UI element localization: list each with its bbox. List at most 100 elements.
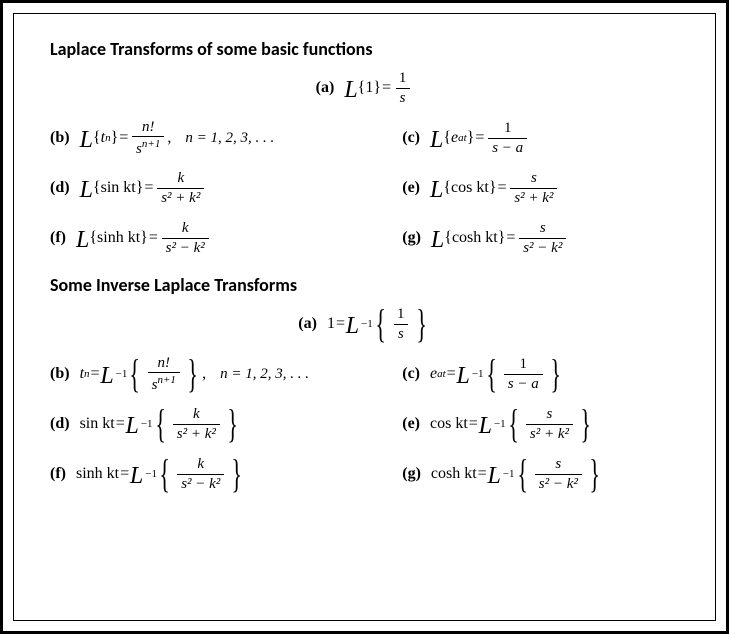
inum-f: k bbox=[193, 456, 208, 474]
eq-inverse-g: cosh kt = L−1 { ss² − k² } bbox=[431, 456, 604, 492]
frac-f: k s² − k² bbox=[162, 220, 209, 256]
eq-inverse-c: eat = L−1 { 1s − a } bbox=[430, 356, 565, 392]
result-c-exp: at bbox=[437, 368, 446, 380]
frac-e: s s² + k² bbox=[510, 170, 557, 206]
den-d: s² + k² bbox=[157, 188, 204, 207]
eq-forward-a: L {1} = 1 s bbox=[344, 70, 413, 106]
eq-inverse-a: 1 = L−1 { 1s } bbox=[327, 306, 431, 342]
arg-c-base: e bbox=[451, 129, 458, 147]
den-e: s² + k² bbox=[510, 188, 557, 207]
equals-sign: = bbox=[474, 129, 485, 147]
forward-row-de: (d) L {sin kt} = k s² + k² (e) L {cos kt… bbox=[50, 166, 679, 210]
label-e: (e) bbox=[402, 179, 420, 197]
laplace-symbol: L bbox=[431, 228, 444, 252]
label-b: (b) bbox=[50, 129, 70, 147]
frac-a: 1 s bbox=[395, 70, 411, 106]
laplace-symbol: L bbox=[430, 178, 443, 202]
label-ie: (e) bbox=[402, 415, 420, 433]
note-ib: n = 1, 2, 3, . . . bbox=[220, 366, 309, 383]
section2-heading: Some Inverse Laplace Transforms bbox=[50, 274, 679, 296]
equals-sign: = bbox=[119, 465, 130, 483]
outer-frame: Laplace Transforms of some basic functio… bbox=[0, 0, 729, 634]
equals-sign: = bbox=[143, 179, 154, 197]
label-c: (c) bbox=[402, 129, 420, 147]
num-a: 1 bbox=[395, 70, 411, 88]
frac-b: n! sn+1 bbox=[132, 119, 164, 158]
note-b: n = 1, 2, 3, . . . bbox=[185, 130, 274, 147]
inverse-row-de: (d) sin kt = L−1 { ks² + k² } (e) cos kt… bbox=[50, 402, 679, 446]
label-ia: (a) bbox=[298, 315, 317, 333]
laplace-symbol: L bbox=[346, 314, 359, 338]
inum-e: s bbox=[543, 406, 557, 424]
equals-sign: = bbox=[148, 229, 159, 247]
frac-g: s s² − k² bbox=[519, 220, 566, 256]
eq-forward-c: L {eat} = 1 s − a bbox=[430, 120, 530, 156]
result-a: 1 bbox=[327, 315, 335, 333]
den-c: s − a bbox=[488, 138, 527, 157]
equals-sign: = bbox=[335, 315, 346, 333]
label-f: (f) bbox=[50, 229, 66, 247]
brace-f: { ks² − k² } bbox=[155, 456, 247, 492]
den-a: s bbox=[396, 88, 410, 107]
frac-d: k s² + k² bbox=[157, 170, 204, 206]
inverse-row-bc: (b) tn = L−1 { n!sn+1 } , n = 1, 2, 3, .… bbox=[50, 352, 679, 396]
laplace-symbol: L bbox=[344, 78, 357, 102]
laplace-symbol: L bbox=[130, 464, 143, 488]
equals-sign: = bbox=[505, 229, 516, 247]
equals-sign: = bbox=[118, 129, 129, 147]
laplace-symbol: L bbox=[76, 228, 89, 252]
eq-forward-f: L {sinh kt} = k s² − k² bbox=[76, 220, 212, 256]
result-g: cosh kt bbox=[431, 465, 477, 483]
inverse-row-a: (a) 1 = L−1 { 1s } bbox=[50, 302, 679, 346]
equals-sign: = bbox=[90, 365, 101, 383]
num-f: k bbox=[178, 220, 193, 238]
equals-sign: = bbox=[115, 415, 126, 433]
brace-e: { ss² + k² } bbox=[504, 406, 596, 442]
equals-sign: = bbox=[381, 79, 392, 97]
num-d: k bbox=[173, 170, 188, 188]
inverse-row-fg: (f) sinh kt = L−1 { ks² − k² } (g) cosh … bbox=[50, 452, 679, 496]
arg-c-exp: at bbox=[458, 132, 467, 144]
num-b: n! bbox=[138, 119, 159, 137]
den-b-exp: n+1 bbox=[142, 138, 160, 150]
num-g: s bbox=[536, 220, 550, 238]
eq-inverse-e: cos kt = L−1 { ss² + k² } bbox=[430, 406, 595, 442]
equals-sign: = bbox=[446, 365, 457, 383]
arg-f: sinh kt bbox=[97, 229, 140, 247]
equals-sign: = bbox=[477, 465, 488, 483]
iden-f: s² − k² bbox=[177, 474, 224, 493]
den-g: s² − k² bbox=[519, 238, 566, 257]
equals-sign: = bbox=[468, 415, 479, 433]
iden-e: s² + k² bbox=[526, 424, 573, 443]
forward-row-fg: (f) L {sinh kt} = k s² − k² (g) L {cosh … bbox=[50, 216, 679, 260]
result-e: cos kt bbox=[430, 415, 468, 433]
laplace-symbol: L bbox=[479, 414, 492, 438]
iden-b-exp: n+1 bbox=[157, 374, 175, 386]
arg-d: sin kt bbox=[101, 179, 136, 197]
iden-a: s bbox=[394, 324, 408, 343]
inum-d: k bbox=[189, 406, 204, 424]
eq-forward-b: L {tn} = n! sn+1 , bbox=[80, 119, 172, 158]
arg-a: 1 bbox=[365, 79, 373, 97]
label-ic: (c) bbox=[402, 365, 420, 383]
eq-forward-d: L {sin kt} = k s² + k² bbox=[80, 170, 208, 206]
section1-heading: Laplace Transforms of some basic functio… bbox=[50, 38, 679, 60]
inum-b: n! bbox=[153, 355, 174, 373]
laplace-symbol: L bbox=[80, 128, 93, 152]
laplace-symbol: L bbox=[125, 414, 138, 438]
label-ig: (g) bbox=[402, 465, 421, 483]
frac-c: 1 s − a bbox=[488, 120, 527, 156]
brace-b: { n!sn+1 } bbox=[125, 355, 202, 394]
equals-sign: = bbox=[497, 179, 508, 197]
laplace-symbol: L bbox=[430, 128, 443, 152]
laplace-symbol: L bbox=[456, 364, 469, 388]
laplace-symbol: L bbox=[487, 464, 500, 488]
inum-g: s bbox=[551, 456, 565, 474]
num-e: s bbox=[527, 170, 541, 188]
brace-d: { ks² + k² } bbox=[151, 406, 243, 442]
brace-c: { 1s − a } bbox=[482, 356, 565, 392]
label-a: (a) bbox=[316, 79, 335, 97]
iden-d: s² + k² bbox=[173, 424, 220, 443]
result-d: sin kt bbox=[80, 415, 115, 433]
arg-g: cosh kt bbox=[452, 229, 498, 247]
